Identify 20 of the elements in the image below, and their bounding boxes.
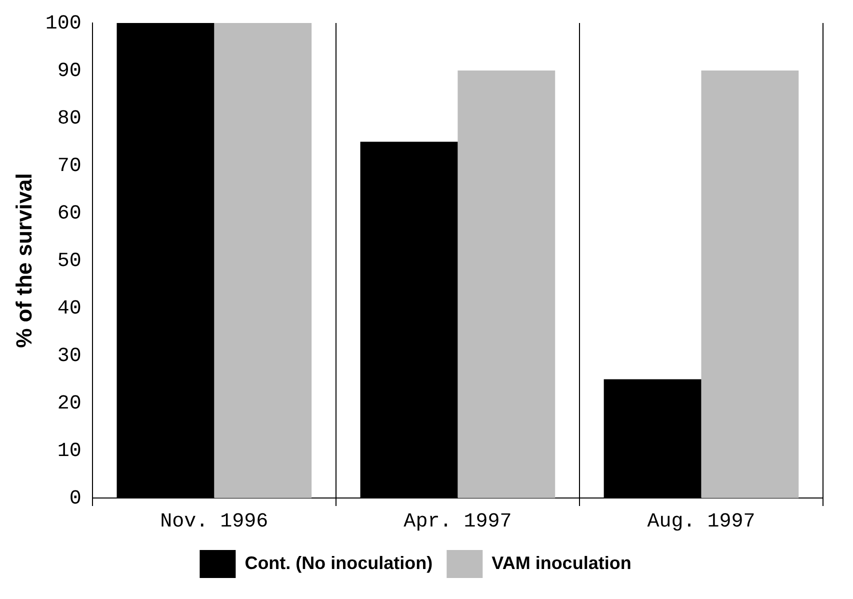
y-tick-label: 10	[57, 440, 82, 463]
legend-label: VAM inoculation	[492, 552, 632, 573]
y-tick-label: 100	[45, 12, 82, 36]
y-tick-label: 70	[57, 154, 82, 178]
y-tick-label: 20	[57, 392, 82, 416]
bar	[701, 70, 799, 498]
y-tick-label: 30	[57, 344, 82, 368]
bar	[214, 23, 312, 498]
y-tick-label: 60	[57, 202, 82, 226]
x-tick-label: Aug. 1997	[647, 510, 756, 534]
y-tick-label: 50	[57, 250, 82, 273]
y-tick-label: 0	[69, 487, 82, 510]
y-tick-label: 40	[57, 297, 82, 320]
x-tick-label: Nov. 1996	[160, 510, 268, 534]
y-axis-title: % of the survival	[11, 173, 36, 348]
bar	[458, 70, 556, 498]
legend-label: Cont. (No inoculation)	[244, 552, 433, 573]
y-tick-label: 80	[57, 107, 82, 130]
x-tick-label: Apr. 1997	[404, 510, 512, 534]
y-tick-label: 90	[57, 60, 82, 83]
